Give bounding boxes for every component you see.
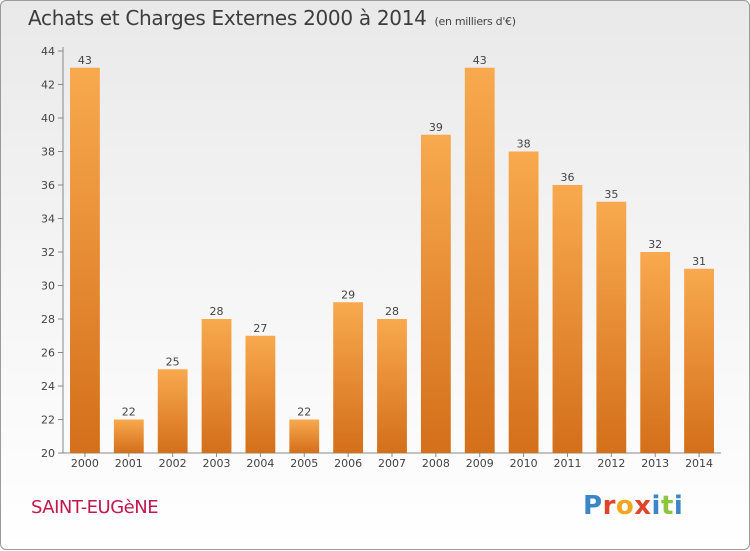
logo-letter: o: [615, 491, 635, 521]
bar: [333, 302, 364, 453]
x-tick-label: 2006: [334, 457, 362, 470]
bar: [508, 151, 539, 453]
y-axis: 20 22 24 26 28 30 32 34 36 38 40 42 44: [41, 45, 64, 460]
data-label: 43: [473, 54, 487, 67]
logo-letter: t: [660, 491, 674, 521]
y-tick-label: 32: [41, 246, 55, 259]
bar: [289, 419, 320, 453]
y-tick-label: 44: [41, 45, 55, 58]
x-tick-label: 2000: [71, 457, 99, 470]
data-label: 35: [604, 188, 618, 201]
y-tick-label: 28: [41, 313, 55, 326]
bar: [113, 419, 144, 453]
y-tick-label: 36: [41, 179, 55, 192]
x-tick-label: 2002: [159, 457, 187, 470]
chart-subtitle: (en milliers d'€): [434, 15, 516, 28]
y-tick-label: 40: [41, 112, 55, 125]
data-label: 32: [648, 238, 662, 251]
x-tick-label: 2011: [553, 457, 581, 470]
bar: [552, 185, 583, 453]
data-label: 36: [560, 171, 574, 184]
bar: [684, 268, 714, 453]
bar: [377, 319, 407, 453]
x-tick-label: 2008: [422, 457, 450, 470]
bar: [640, 252, 671, 453]
y-tick-label: 42: [41, 79, 55, 92]
x-tick-label: 2014: [685, 457, 713, 470]
bar: [70, 67, 100, 453]
x-tick-label: 2013: [641, 457, 669, 470]
bar: [420, 134, 451, 453]
chart-title-text: Achats et Charges Externes 2000 à 2014: [28, 6, 427, 30]
y-tick-label: 22: [41, 414, 55, 427]
logo-letter: P: [583, 491, 603, 521]
y-tick-label: 24: [41, 380, 55, 393]
bar: [464, 67, 495, 453]
x-tick-label: 2003: [203, 457, 231, 470]
bar: [245, 335, 276, 453]
logo-letter: x: [634, 491, 652, 521]
y-tick-label: 26: [41, 347, 55, 360]
bar: [157, 369, 188, 453]
logo-letter: r: [602, 491, 616, 521]
bar-series: 43 22 25 28 27 22 29 28 39 43 38 36 35 32 31: [70, 54, 714, 453]
x-tick-label: 2012: [597, 457, 625, 470]
data-label: 43: [78, 54, 92, 67]
data-label: 31: [692, 255, 706, 268]
bar: [596, 201, 627, 453]
chart-title: Achats et Charges Externes 2000 à 2014 (e…: [28, 6, 516, 30]
bar: [201, 319, 232, 453]
data-label: 22: [122, 406, 136, 419]
data-label: 28: [385, 305, 399, 318]
x-tick-label: 2001: [115, 457, 143, 470]
logo-letter: i: [651, 491, 661, 521]
data-label: 27: [253, 322, 267, 335]
y-tick-label: 30: [41, 280, 55, 293]
data-label: 25: [166, 355, 180, 368]
proxiti-logo: Proxiti: [583, 491, 683, 521]
y-tick-label: 38: [41, 146, 55, 159]
x-tick-label: 2007: [378, 457, 406, 470]
x-tick-label: 2004: [246, 457, 274, 470]
y-tick-label: 20: [41, 447, 55, 460]
data-label: 28: [210, 305, 224, 318]
y-tick-label: 34: [41, 213, 55, 226]
logo-letter: i: [673, 491, 684, 521]
data-label: 22: [297, 406, 311, 419]
x-axis: 2000 2001 2002 2003 2004 2005 2006 2007 2008 2009…: [63, 452, 721, 470]
x-tick-label: 2010: [510, 457, 538, 470]
commune-name: SAINT-EUGèNE: [31, 497, 159, 518]
x-tick-label: 2009: [466, 457, 494, 470]
data-label: 39: [429, 121, 443, 134]
x-tick-label: 2005: [290, 457, 318, 470]
data-label: 38: [517, 138, 531, 151]
data-label: 29: [341, 288, 355, 301]
